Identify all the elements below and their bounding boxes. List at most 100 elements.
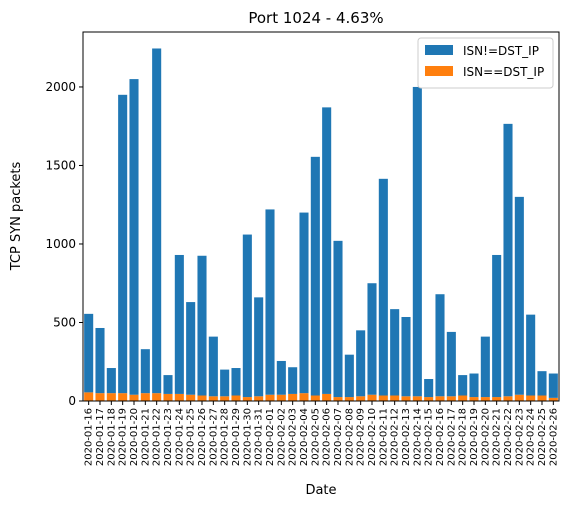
bar-isn-equal-2020-02-11 <box>378 395 388 401</box>
bar-isn-equal-2020-02-25 <box>537 395 547 401</box>
bar-isn-not-equal-2020-02-11 <box>378 178 388 396</box>
bar-isn-not-equal-2020-02-07 <box>333 240 343 398</box>
x-tick-label: 2020-01-28 <box>220 408 231 466</box>
bar-isn-not-equal-2020-01-24 <box>174 254 184 394</box>
x-tick-label: 2020-02-16 <box>435 408 446 466</box>
x-tick-label: 2020-01-22 <box>152 408 163 466</box>
bar-isn-equal-2020-01-23 <box>163 393 173 401</box>
bar-isn-not-equal-2020-01-27 <box>208 336 218 397</box>
bar-isn-not-equal-2020-02-03 <box>288 367 298 394</box>
bar-isn-not-equal-2020-02-09 <box>356 330 366 397</box>
bar-isn-not-equal-2020-02-02 <box>276 360 286 395</box>
bar-isn-not-equal-2020-02-26 <box>548 373 558 398</box>
x-tick-label: 2020-02-11 <box>378 408 389 466</box>
x-tick-label: 2020-01-27 <box>208 408 219 466</box>
bar-isn-equal-2020-02-16 <box>435 396 445 401</box>
x-tick-label: 2020-02-26 <box>548 408 559 466</box>
bar-isn-not-equal-2020-01-29 <box>231 368 241 396</box>
bar-isn-not-equal-2020-01-20 <box>129 79 139 395</box>
x-tick-label: 2020-02-18 <box>458 408 469 466</box>
bar-isn-equal-2020-02-18 <box>458 395 468 401</box>
y-tick-label: 1000 <box>45 237 76 251</box>
legend-label: ISN==DST_IP <box>463 65 544 79</box>
bar-isn-not-equal-2020-02-17 <box>446 331 456 397</box>
x-tick-label: 2020-02-19 <box>469 408 480 466</box>
bar-isn-not-equal-2020-02-19 <box>469 373 479 398</box>
bar-isn-equal-2020-02-12 <box>390 395 400 401</box>
bar-isn-not-equal-2020-02-10 <box>367 283 377 395</box>
bar-isn-equal-2020-02-01 <box>265 394 275 401</box>
x-tick-label: 2020-01-29 <box>231 408 242 466</box>
x-tick-label: 2020-01-20 <box>129 408 140 466</box>
bar-isn-equal-2020-02-06 <box>322 393 332 401</box>
x-tick-label: 2020-01-23 <box>163 408 174 466</box>
bar-isn-not-equal-2020-01-25 <box>186 302 196 395</box>
bar-isn-not-equal-2020-02-22 <box>503 123 513 397</box>
bar-isn-equal-2020-01-31 <box>254 396 264 401</box>
y-tick-label: 2000 <box>45 80 76 94</box>
legend-swatch <box>425 45 453 55</box>
bar-isn-not-equal-2020-02-16 <box>435 294 445 397</box>
x-tick-label: 2020-01-26 <box>197 408 208 466</box>
x-tick-label: 2020-02-06 <box>322 408 333 466</box>
bar-isn-equal-2020-02-10 <box>367 394 377 401</box>
bar-isn-equal-2020-01-16 <box>84 392 94 401</box>
bar-isn-equal-2020-01-25 <box>186 394 196 401</box>
bar-isn-equal-2020-01-22 <box>152 393 162 401</box>
x-tick-label: 2020-02-01 <box>265 408 276 466</box>
bar-isn-not-equal-2020-01-17 <box>95 327 105 394</box>
bar-isn-equal-2020-01-30 <box>242 397 252 401</box>
bar-isn-not-equal-2020-01-31 <box>254 297 264 397</box>
bar-isn-equal-2020-02-08 <box>344 397 354 401</box>
bar-isn-equal-2020-02-20 <box>480 397 490 401</box>
bar-isn-equal-2020-01-19 <box>118 393 128 401</box>
x-tick-label: 2020-02-03 <box>288 408 299 466</box>
bar-isn-equal-2020-02-07 <box>333 397 343 401</box>
bar-isn-not-equal-2020-02-01 <box>265 209 275 395</box>
chart-title: Port 1024 - 4.63% <box>248 9 383 27</box>
bar-isn-not-equal-2020-02-05 <box>310 156 320 396</box>
legend-label: ISN!=DST_IP <box>463 44 539 58</box>
bar-isn-not-equal-2020-01-26 <box>197 255 207 396</box>
legend: ISN!=DST_IP ISN==DST_IP <box>417 37 554 89</box>
bar-isn-equal-2020-01-24 <box>174 393 184 401</box>
bar-isn-equal-2020-02-24 <box>526 395 536 401</box>
bar-isn-equal-2020-01-26 <box>197 395 207 401</box>
x-tick-label: 2020-02-08 <box>344 408 355 466</box>
plot-frame <box>82 31 560 402</box>
bar-isn-equal-2020-02-26 <box>548 397 558 401</box>
bar-isn-not-equal-2020-02-08 <box>344 354 354 398</box>
x-tick-label: 2020-02-07 <box>333 408 344 466</box>
bar-isn-equal-2020-02-19 <box>469 397 479 401</box>
x-tick-label: 2020-02-13 <box>401 408 412 466</box>
bar-isn-not-equal-2020-01-19 <box>118 94 128 394</box>
y-tick-label: 1500 <box>45 158 76 172</box>
bar-isn-equal-2020-02-13 <box>401 396 411 401</box>
x-tick-label: 2020-02-09 <box>356 408 367 466</box>
bar-isn-not-equal-2020-02-15 <box>424 379 434 398</box>
bar-isn-equal-2020-02-14 <box>412 396 422 401</box>
x-tick-label: 2020-01-18 <box>106 408 117 466</box>
bar-isn-equal-2020-02-09 <box>356 396 366 401</box>
bar-isn-not-equal-2020-01-16 <box>84 313 94 393</box>
x-tick-label: 2020-01-30 <box>242 408 253 466</box>
bar-isn-not-equal-2020-01-22 <box>152 48 162 394</box>
bar-isn-equal-2020-02-02 <box>276 394 286 401</box>
x-tick-label: 2020-01-17 <box>95 408 106 466</box>
x-tick-label: 2020-01-16 <box>84 408 95 466</box>
x-tick-label: 2020-02-15 <box>424 408 435 466</box>
bar-isn-equal-2020-01-18 <box>106 393 116 401</box>
bar-isn-equal-2020-02-04 <box>299 393 309 401</box>
bar-isn-not-equal-2020-01-21 <box>140 349 150 394</box>
y-tick-label: 500 <box>53 315 76 329</box>
bar-isn-equal-2020-01-20 <box>129 394 139 401</box>
bar-isn-equal-2020-01-17 <box>95 393 105 401</box>
bar-isn-not-equal-2020-02-12 <box>390 309 400 396</box>
x-tick-label: 2020-01-19 <box>118 408 129 466</box>
x-tick-label: 2020-02-05 <box>310 408 321 466</box>
bar-isn-equal-2020-01-28 <box>220 396 230 401</box>
y-tick-label: 0 <box>68 394 76 408</box>
bar-isn-not-equal-2020-02-18 <box>458 375 468 396</box>
x-tick-label: 2020-01-24 <box>174 408 185 466</box>
